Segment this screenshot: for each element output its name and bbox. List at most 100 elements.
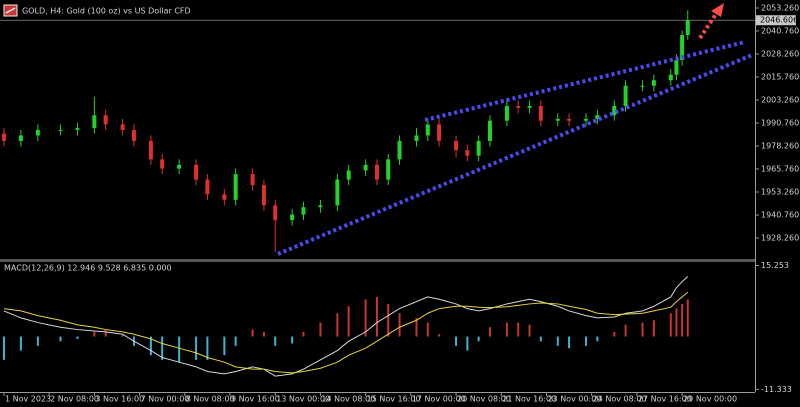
candle-body bbox=[685, 20, 690, 35]
last-price-label: 2046.606 bbox=[760, 16, 798, 25]
plot-area: 2053.260 2040.760 2028.260 2015.760 2003.260… bbox=[0, 3, 799, 404]
candle-body bbox=[75, 128, 80, 130]
histogram-bar bbox=[161, 336, 164, 360]
candle-body bbox=[1, 133, 6, 141]
candle-body bbox=[516, 105, 521, 108]
y-tick-label: 2053.260 bbox=[761, 3, 799, 12]
histogram-bar bbox=[234, 336, 237, 346]
histogram-bar bbox=[686, 299, 689, 337]
histogram-bar bbox=[223, 336, 226, 356]
histogram-bar bbox=[206, 336, 209, 360]
chart-title: GOLD, H4: Gold (100 oz) vs US Dollar CFD bbox=[22, 7, 191, 16]
indicator-line bbox=[3, 276, 689, 377]
histogram-bar bbox=[426, 322, 429, 337]
candle-body bbox=[374, 164, 379, 180]
candle-body bbox=[414, 135, 419, 141]
x-tick-label: 14 Nov 08:00 bbox=[321, 395, 375, 404]
x-tick-label: 15 Nov 16:00 bbox=[367, 395, 421, 404]
arrow-head bbox=[711, 3, 724, 17]
histogram-bar bbox=[539, 336, 542, 342]
histogram-bar bbox=[19, 336, 22, 351]
candle-body bbox=[58, 129, 63, 131]
histogram-bar bbox=[669, 313, 672, 337]
candle-body bbox=[674, 59, 679, 75]
candle-body bbox=[595, 115, 600, 119]
arrow-shaft bbox=[698, 12, 718, 40]
candle-body bbox=[233, 174, 238, 200]
candle-body bbox=[680, 34, 685, 60]
candle-body bbox=[335, 179, 340, 206]
y-tick-label: 2028.260 bbox=[761, 49, 799, 58]
candle-body bbox=[425, 124, 430, 136]
candle-body bbox=[454, 140, 459, 151]
indicator-title: MACD(12,26,9) 12.946 9.528 6.835 0.000 bbox=[4, 264, 172, 273]
candle-body bbox=[194, 164, 199, 180]
annotations bbox=[277, 3, 753, 256]
histogram-bar bbox=[262, 331, 265, 337]
candle-body bbox=[465, 150, 470, 156]
x-tick-label: 7 Nov 00:00 bbox=[141, 395, 190, 404]
x-tick-label: 17 Nov 00:00 bbox=[412, 395, 466, 404]
x-tick-label: 27 Nov 16:00 bbox=[638, 395, 692, 404]
candle-body bbox=[18, 135, 23, 141]
histogram-bar bbox=[347, 306, 350, 337]
candle-body bbox=[290, 214, 295, 221]
x-tick-label: 13 Nov 00:00 bbox=[276, 395, 330, 404]
histogram-bar bbox=[178, 336, 181, 363]
candle-body bbox=[250, 174, 255, 186]
x-tick-label: 9 Nov 16:00 bbox=[231, 395, 280, 404]
x-tick-label: 1 Nov 2023 bbox=[5, 395, 51, 404]
panel-separator bbox=[0, 259, 755, 262]
candle-body bbox=[437, 124, 442, 141]
histogram-bar bbox=[375, 296, 378, 337]
histogram-bar bbox=[398, 313, 401, 337]
candle-body bbox=[222, 194, 227, 200]
candle-body bbox=[205, 179, 210, 195]
y-tick-label: 2003.260 bbox=[761, 95, 799, 104]
x-tick-label: 2 Nov 08:00 bbox=[50, 395, 99, 404]
histogram-bar bbox=[387, 303, 390, 337]
y-tick-label: 1940.760 bbox=[761, 211, 799, 220]
histogram-bar bbox=[528, 324, 531, 337]
candle-body bbox=[346, 170, 351, 180]
histogram-bar bbox=[675, 308, 678, 337]
histogram-bar bbox=[438, 334, 441, 337]
histogram-bar bbox=[681, 303, 684, 337]
histogram-bar bbox=[568, 336, 571, 349]
histogram-bar bbox=[2, 336, 5, 360]
candle-body bbox=[476, 140, 481, 156]
y-tick-label: 2015.760 bbox=[761, 72, 799, 81]
candle-body bbox=[120, 124, 125, 130]
candle-body bbox=[92, 115, 97, 129]
y-tick-label: 15.253 bbox=[761, 261, 789, 270]
candle-body bbox=[612, 105, 617, 116]
x-tick-label: 20 Nov 08:00 bbox=[457, 395, 511, 404]
histogram-bar bbox=[641, 322, 644, 337]
lower-trendline bbox=[277, 53, 753, 256]
x-tick-label: 29 Nov 00:00 bbox=[683, 395, 737, 404]
candle-body bbox=[318, 205, 323, 208]
candle-body bbox=[651, 80, 656, 86]
candle-body bbox=[668, 74, 673, 81]
candle-body bbox=[397, 140, 402, 160]
histogram-bar bbox=[251, 329, 254, 337]
last-price-box bbox=[756, 15, 796, 26]
candle-body bbox=[160, 159, 165, 169]
histogram-bar bbox=[319, 322, 322, 337]
histogram-bar bbox=[195, 336, 198, 360]
histogram-bar bbox=[585, 336, 588, 346]
x-tick-label: 23 Nov 00:00 bbox=[547, 395, 601, 404]
histogram-bar bbox=[36, 336, 39, 346]
indicator-line bbox=[3, 291, 689, 374]
histogram-bar bbox=[466, 336, 469, 351]
candle-body bbox=[504, 105, 509, 121]
histogram-bar bbox=[364, 299, 367, 337]
x-tick-label: 24 Nov 08:00 bbox=[593, 395, 647, 404]
histogram-bar bbox=[488, 327, 491, 337]
histogram-bar bbox=[613, 331, 616, 337]
symbol-icon bbox=[3, 4, 18, 17]
candle-body bbox=[273, 205, 278, 221]
x-tick-label: 3 Nov 16:00 bbox=[95, 395, 144, 404]
